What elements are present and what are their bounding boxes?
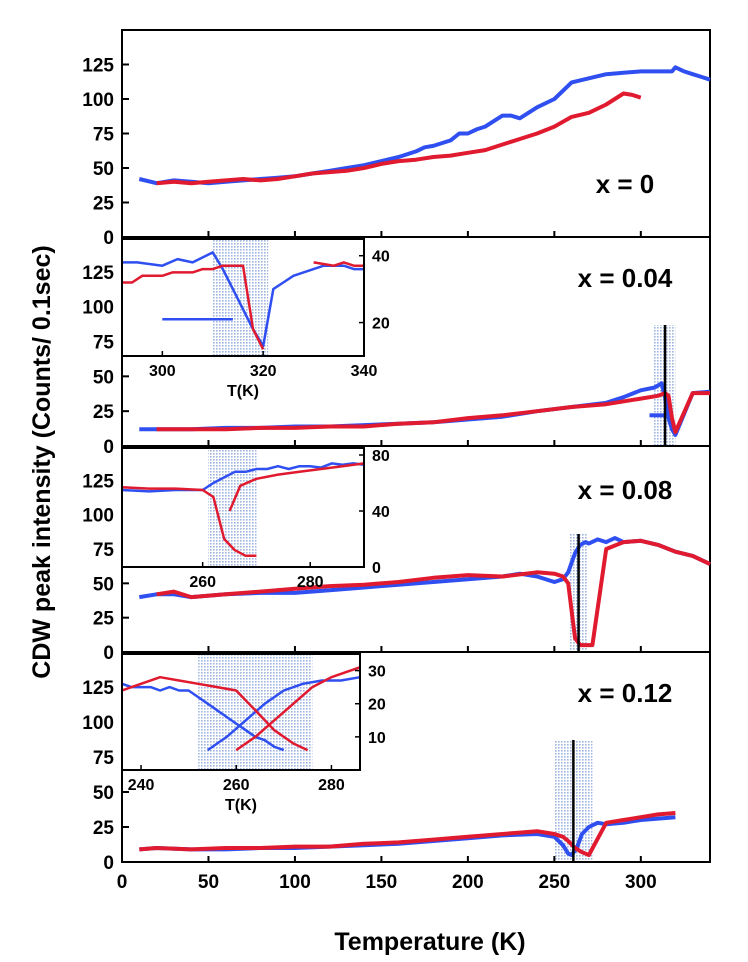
inset-x-tick-label: 260 (223, 777, 250, 794)
inset-y-tick-label: 40 (372, 504, 390, 521)
y-tick-label: 50 (93, 367, 114, 388)
y-tick-label: 50 (93, 159, 114, 180)
inset-series-blue-rise (206, 675, 361, 752)
panel-title-x-0-04: x = 0.04 (578, 263, 673, 293)
inset-series-red-rise (235, 666, 361, 752)
y-tick-label: 25 (93, 402, 115, 423)
y-tick-label: 0 (103, 853, 114, 874)
y-tick-label: 100 (82, 713, 114, 734)
series-blue (138, 65, 711, 186)
panel-title-x-0-12: x = 0.12 (578, 678, 673, 708)
inset-series-red (122, 264, 265, 350)
y-axis-title: CDW peak intensity (Counts/ 0.1sec) (28, 245, 56, 678)
x-tick-label: 0 (117, 872, 128, 893)
series-red (156, 91, 642, 186)
y-tick-label: 125 (82, 56, 114, 77)
y-tick-label: 75 (93, 333, 115, 354)
y-tick-label: 25 (93, 818, 115, 839)
y-tick-label: 25 (93, 194, 115, 215)
series-blue (139, 381, 711, 437)
inset-band (212, 239, 269, 356)
inset-y-tick-label: 20 (368, 697, 386, 714)
inset-x-tick-label: 240 (128, 777, 155, 794)
y-tick-label: 50 (93, 783, 114, 804)
inset-series-red (121, 675, 309, 752)
inset-series-blue (121, 682, 285, 752)
y-tick-label: 75 (93, 540, 115, 561)
inset-x-tick-label: 280 (318, 777, 345, 794)
y-tick-label: 50 (93, 574, 114, 595)
y-tick-label: 0 (103, 643, 114, 664)
inset-frame (121, 653, 361, 771)
x-tick-label: 150 (366, 872, 398, 893)
series-red (156, 391, 710, 435)
inset-x-axis-title: T(K) (225, 797, 257, 814)
y-tick-label: 75 (93, 125, 115, 146)
inset-x-0-08: 260 280 0 40 80 (121, 447, 390, 591)
x-axis-title: Temperature (K) (334, 928, 525, 956)
inset-x-tick-label: 300 (149, 363, 176, 380)
y-tick-label: 125 (82, 678, 114, 699)
inset-y-tick-label: 0 (372, 560, 381, 577)
x-tick-label: 300 (625, 872, 657, 893)
y-tick-label: 0 (103, 228, 114, 249)
inset-x-tick-label: 260 (189, 574, 216, 591)
inset-y-tick-label: 30 (368, 664, 386, 681)
panel-frame (121, 29, 711, 238)
inset-series-red-right (313, 261, 364, 267)
y-tick-label: 100 (82, 90, 114, 111)
panel-title-x-0: x = 0 (596, 169, 655, 199)
x-tick-label: 250 (539, 872, 571, 893)
y-tick-label: 100 (82, 506, 114, 527)
y-tick-label: 125 (82, 263, 114, 284)
inset-x-tick-label: 320 (250, 363, 277, 380)
inset-x-0-04: 300 320 340 20 40 T(K) (121, 238, 390, 400)
inset-y-tick-label: 40 (372, 249, 390, 266)
y-tick-label: 125 (82, 471, 114, 492)
inset-frame (121, 447, 365, 568)
x-tick-label: 50 (198, 872, 219, 893)
inset-frame (121, 238, 365, 357)
inset-y-tick-label: 80 (372, 448, 390, 465)
y-tick-label: 75 (93, 748, 115, 769)
y-tick-label: 25 (93, 609, 115, 630)
inset-series-red-upper (228, 462, 365, 512)
inset-x-axis-title: T(K) (227, 383, 259, 400)
series-red (156, 538, 711, 648)
inset-y-tick-label: 20 (372, 316, 390, 333)
inset-x-0-12: 240 260 280 10 20 30 T(K) (121, 653, 386, 814)
y-tick-label: 0 (103, 437, 114, 458)
x-tick-label: 200 (452, 872, 484, 893)
panel-title-x-0-08: x = 0.08 (578, 475, 673, 505)
x-axis-ticks: 0 50 100 150 200 250 300 (117, 872, 657, 893)
series-red (139, 811, 676, 857)
x-tick-label: 100 (279, 872, 311, 893)
y-tick-label: 100 (82, 298, 114, 319)
inset-series-red (121, 485, 257, 558)
inset-x-tick-label: 340 (351, 363, 378, 380)
inset-x-tick-label: 280 (297, 574, 324, 591)
inset-y-tick-label: 10 (368, 730, 386, 747)
panel-x-0: 0 25 50 75 100 125 (82, 29, 711, 249)
